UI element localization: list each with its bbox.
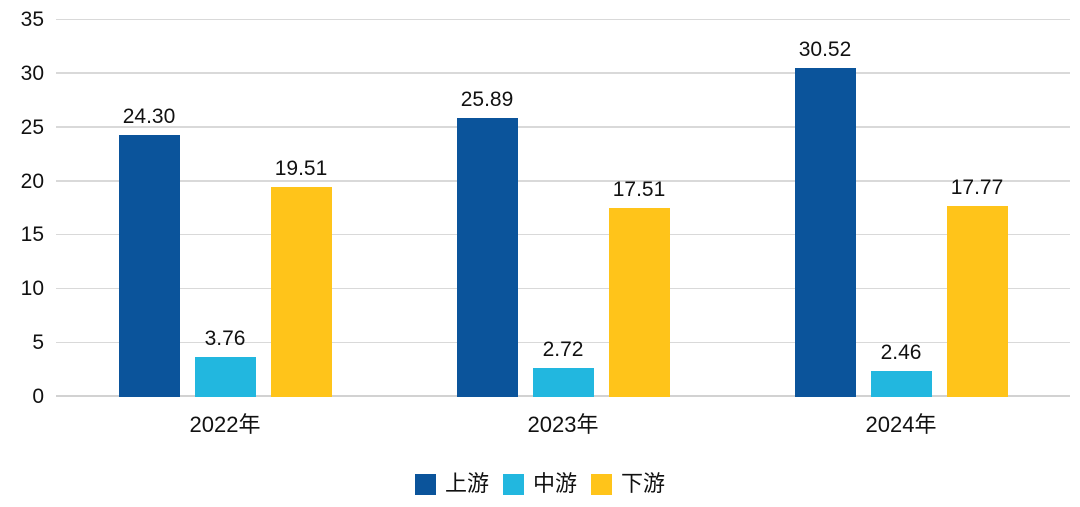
bar-value-label: 30.52 xyxy=(798,38,852,62)
bar-value-label: 17.77 xyxy=(950,175,1004,199)
gridline-25 xyxy=(56,126,1070,128)
bar-group-2023年: 25.89 2.72 17.51 xyxy=(394,20,732,397)
bar-上游-2023年: 25.89 xyxy=(456,89,518,397)
y-tick-label-25: 25 xyxy=(20,115,44,139)
y-tick-label-35: 35 xyxy=(20,8,44,31)
gridline-15 xyxy=(56,233,1070,236)
bar-value-label: 24.30 xyxy=(122,105,176,129)
gridline-10 xyxy=(56,287,1070,290)
bar-下游-2024年: 17.77 xyxy=(946,176,1008,397)
bar-value-label: 17.51 xyxy=(612,178,666,202)
bar-上游-2024年: 30.52 xyxy=(794,39,856,397)
bar-value-label: 3.76 xyxy=(204,326,246,350)
x-axis: 2022年 2023年 2024年 xyxy=(56,410,1070,442)
gridline-20 xyxy=(56,180,1070,182)
bar-中游-2022年: 3.76 xyxy=(194,327,256,397)
bar-上游-2022年: 24.30 xyxy=(118,106,180,397)
y-tick-label-20: 20 xyxy=(20,169,44,193)
legend-item-下游: 下游 xyxy=(591,473,665,495)
y-tick-label-30: 30 xyxy=(20,61,44,85)
bar-group-2024年: 30.52 2.46 17.77 xyxy=(732,20,1070,397)
legend-swatch-中游 xyxy=(502,473,524,495)
legend-swatch-上游 xyxy=(414,473,436,495)
gridline-5 xyxy=(56,341,1070,344)
legend: 上游 中游 下游 xyxy=(0,473,1080,495)
bar-groups: 24.30 3.76 19.51 25.89 2.72 17.51 30.52 2.46 17.… xyxy=(56,20,1070,397)
gridline-30 xyxy=(56,72,1070,74)
x-axis-label-2022年: 2022年 xyxy=(189,412,261,437)
bar-value-label: 2.46 xyxy=(880,340,922,364)
legend-item-上游: 上游 xyxy=(414,471,489,496)
legend-label-下游: 下游 xyxy=(621,471,666,496)
x-axis-label-2024年: 2024年 xyxy=(865,412,937,437)
bar-value-label: 2.72 xyxy=(542,337,584,361)
y-axis: 0 5 10 15 20 25 30 35 xyxy=(0,8,44,408)
legend-label-上游: 上游 xyxy=(444,471,489,496)
bar-value-label: 25.89 xyxy=(460,88,514,112)
plot-area: 24.30 3.76 19.51 25.89 2.72 17.51 30.52 2.46 17.… xyxy=(56,18,1070,397)
bar-中游-2023年: 2.72 xyxy=(532,338,594,397)
bar-下游-2022年: 19.51 xyxy=(270,157,332,397)
gridline-35 xyxy=(56,18,1070,20)
legend-item-中游: 中游 xyxy=(502,471,577,496)
x-axis-label-2023年: 2023年 xyxy=(527,412,599,437)
legend-label-中游: 中游 xyxy=(532,471,577,496)
bar-下游-2023年: 17.51 xyxy=(608,179,670,397)
y-tick-label-0: 0 xyxy=(32,385,44,408)
y-tick-label-5: 5 xyxy=(32,331,44,355)
y-tick-label-15: 15 xyxy=(20,223,44,247)
y-tick-label-10: 10 xyxy=(20,277,44,301)
bar-group-2022年: 24.30 3.76 19.51 xyxy=(56,20,394,397)
bar-中游-2024年: 2.46 xyxy=(870,341,932,397)
bar-value-label: 19.51 xyxy=(274,156,328,180)
legend-swatch-下游 xyxy=(591,473,612,495)
